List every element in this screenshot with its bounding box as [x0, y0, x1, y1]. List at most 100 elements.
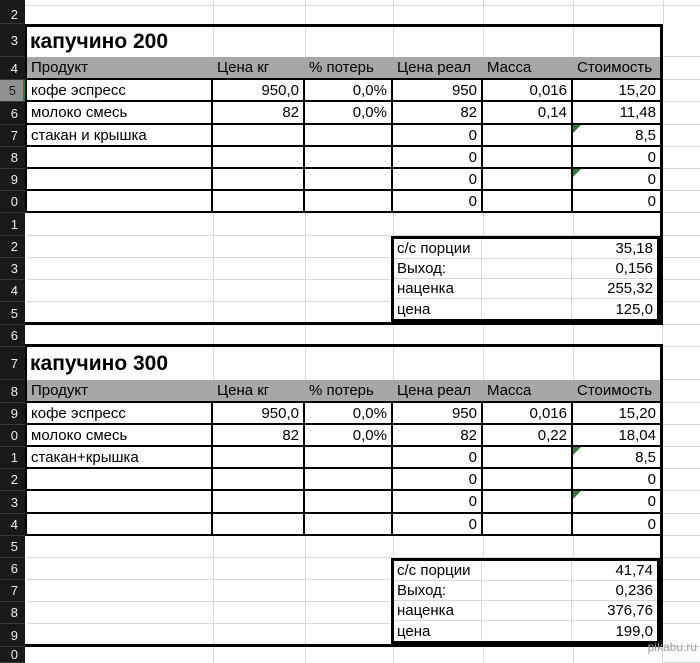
cell-price-real[interactable]: 950	[393, 80, 483, 102]
cell-price-kg[interactable]: 950,0	[213, 403, 305, 425]
col-header-loss-pct[interactable]: % потерь	[309, 59, 374, 76]
cell-cost[interactable]: 0	[573, 169, 660, 191]
cell-product[interactable]	[27, 147, 213, 169]
cell-mass[interactable]: 0,016	[483, 403, 573, 425]
cell-price-kg[interactable]: 82	[213, 102, 305, 125]
row-header[interactable]: 1	[0, 213, 25, 236]
recipe-title-cell[interactable]: капучино 200	[25, 27, 660, 57]
cell-cost[interactable]: 0	[573, 191, 660, 213]
col-header-price-kg[interactable]: Цена кг	[217, 382, 270, 399]
cell-price-real[interactable]: 82	[393, 425, 483, 447]
summary-label[interactable]: наценка	[397, 280, 454, 297]
col-header-cost[interactable]: Стоимость	[577, 59, 653, 76]
cell-mass[interactable]: 0,14	[483, 102, 573, 125]
row-header[interactable]: 0	[0, 425, 25, 447]
cell-mass[interactable]	[483, 147, 573, 169]
cell-price-real[interactable]: 0	[393, 191, 483, 213]
summary-value[interactable]: 125,0	[615, 300, 653, 318]
col-header-product[interactable]: Продукт	[31, 59, 88, 76]
row-header[interactable]: 8	[0, 602, 25, 624]
cell-price-kg[interactable]	[213, 169, 305, 191]
row-header[interactable]: 2	[0, 236, 25, 258]
cell-price-kg[interactable]	[213, 191, 305, 213]
summary-label[interactable]: цена	[397, 300, 431, 318]
cell-mass[interactable]: 0,22	[483, 425, 573, 447]
cell-price-kg[interactable]: 950,0	[213, 80, 305, 102]
cell-loss-pct[interactable]	[305, 447, 393, 469]
row-header[interactable]: 9	[0, 403, 25, 425]
summary-label[interactable]: цена	[397, 622, 431, 640]
row-header[interactable]: 2	[0, 469, 25, 491]
col-header-product[interactable]: Продукт	[31, 382, 88, 399]
cell-price-real[interactable]: 0	[393, 491, 483, 514]
cell-cost[interactable]: 0	[573, 469, 660, 491]
row-header[interactable]: 6	[0, 325, 25, 347]
cell-loss-pct[interactable]	[305, 125, 393, 147]
cell-mass[interactable]	[483, 125, 573, 147]
cell-product[interactable]: стакан и крышка	[27, 125, 213, 147]
cell-loss-pct[interactable]: 0,0%	[305, 102, 393, 125]
cell-product[interactable]: кофе эспресс	[27, 80, 213, 102]
cell-cost[interactable]: 15,20	[573, 403, 660, 425]
empty-row[interactable]	[25, 213, 660, 236]
cell-loss-pct[interactable]: 0,0%	[305, 80, 393, 102]
row-header[interactable]: 6	[0, 558, 25, 580]
row-header[interactable]: 6	[0, 102, 25, 125]
cell-cost[interactable]: 0	[573, 491, 660, 514]
cell-loss-pct[interactable]	[305, 147, 393, 169]
row-header[interactable]: 3	[0, 24, 25, 57]
row-header-selected[interactable]: 5	[0, 80, 25, 102]
col-header-cost[interactable]: Стоимость	[577, 382, 653, 399]
col-header-mass[interactable]: Масса	[487, 382, 532, 399]
cell-price-real[interactable]: 0	[393, 125, 483, 147]
cell-loss-pct[interactable]: 0,0%	[305, 403, 393, 425]
cell-cost[interactable]: 15,20	[573, 80, 660, 102]
col-header-loss-pct[interactable]: % потерь	[309, 382, 374, 399]
recipe-title-cell[interactable]: капучино 300	[25, 347, 660, 380]
cell-cost[interactable]: 8,5	[573, 447, 660, 469]
empty-row[interactable]	[25, 536, 660, 558]
row-header[interactable]: 4	[0, 57, 25, 80]
cell-loss-pct[interactable]	[305, 469, 393, 491]
row-header[interactable]: 3	[0, 258, 25, 280]
cell-loss-pct[interactable]	[305, 169, 393, 191]
cell-price-real[interactable]: 0	[393, 447, 483, 469]
row-header[interactable]: 3	[0, 491, 25, 514]
cell-product[interactable]: молоко смесь	[27, 102, 213, 125]
summary-value[interactable]: 199,0	[615, 622, 653, 640]
cell-cost[interactable]: 0	[573, 514, 660, 536]
cell-price-real[interactable]: 82	[393, 102, 483, 125]
row-header[interactable]: 4	[0, 514, 25, 536]
cell-price-kg[interactable]	[213, 447, 305, 469]
row-header[interactable]: 4	[0, 280, 25, 302]
row-header[interactable]: 7	[0, 347, 25, 380]
cell-price-kg[interactable]	[213, 491, 305, 514]
cell-price-kg[interactable]	[213, 469, 305, 491]
cell-loss-pct[interactable]	[305, 191, 393, 213]
cell-loss-pct[interactable]	[305, 491, 393, 514]
cell-mass[interactable]	[483, 447, 573, 469]
cell-mass[interactable]: 0,016	[483, 80, 573, 102]
row-header[interactable]: 8	[0, 380, 25, 403]
row-header[interactable]: 5	[0, 302, 25, 325]
cell-loss-pct[interactable]: 0,0%	[305, 425, 393, 447]
cell-mass[interactable]	[483, 514, 573, 536]
cell-product[interactable]	[27, 191, 213, 213]
cell-price-real[interactable]: 0	[393, 147, 483, 169]
summary-label[interactable]: наценка	[397, 602, 454, 619]
cell-product[interactable]: кофе эспресс	[27, 403, 213, 425]
row-header[interactable]: 9	[0, 624, 25, 647]
cell-product[interactable]	[27, 514, 213, 536]
col-header-price-real[interactable]: Цена реал	[397, 382, 472, 399]
cell-product[interactable]	[27, 469, 213, 491]
cell-cost[interactable]: 0	[573, 147, 660, 169]
col-header-mass[interactable]: Масса	[487, 59, 532, 76]
row-header[interactable]: 7	[0, 580, 25, 602]
cell-cost[interactable]: 18,04	[573, 425, 660, 447]
cell-price-real[interactable]: 0	[393, 169, 483, 191]
col-header-price-kg[interactable]: Цена кг	[217, 59, 270, 76]
row-header[interactable]: 1	[0, 447, 25, 469]
row-header[interactable]: 0	[0, 191, 25, 213]
cell-price-kg[interactable]	[213, 125, 305, 147]
summary-value[interactable]: 255,32	[607, 280, 653, 297]
